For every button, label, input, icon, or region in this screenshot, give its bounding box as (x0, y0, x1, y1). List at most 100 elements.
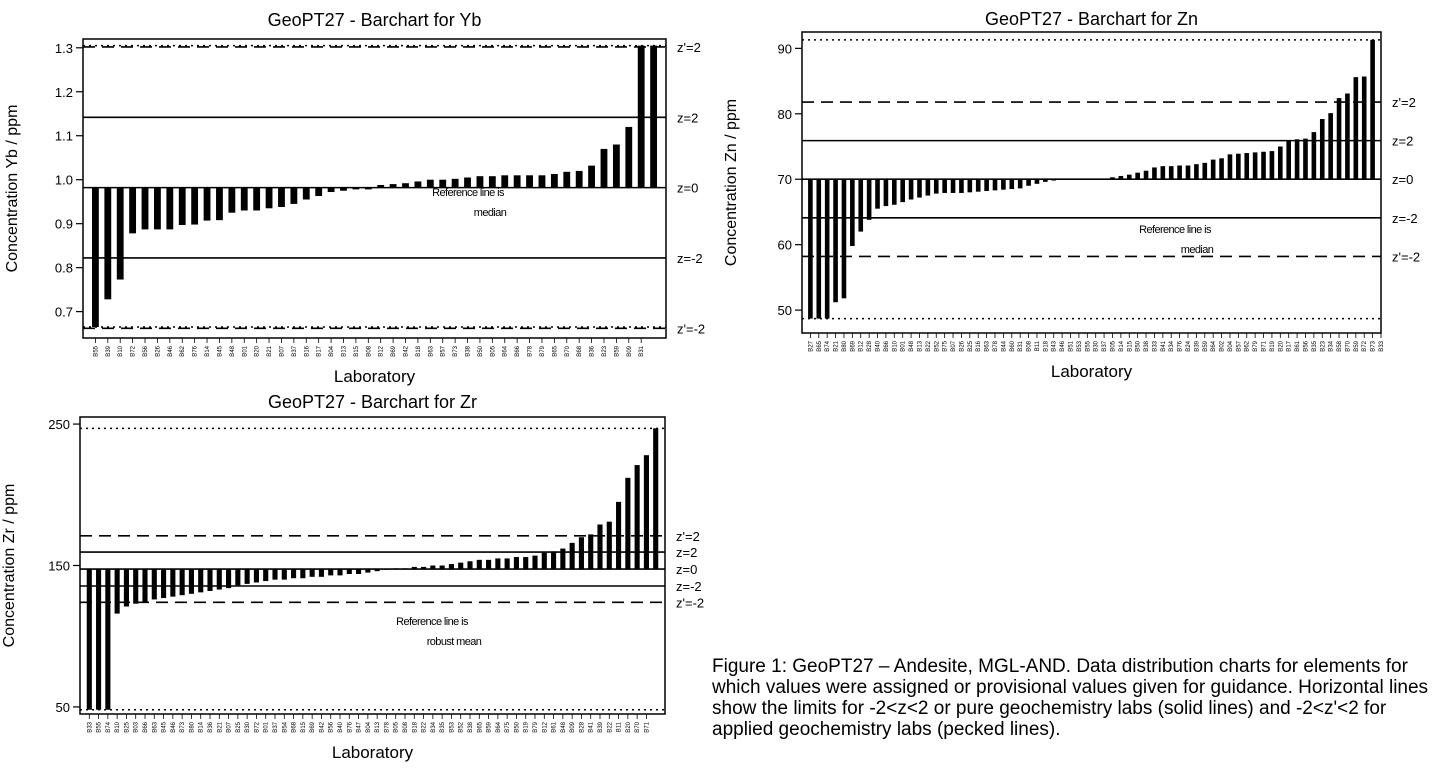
bar (538, 175, 546, 188)
x-tick-label: B79 (533, 721, 539, 732)
chart-title: GeoPT27 - Barchart for Yb (268, 10, 482, 30)
bar (523, 557, 529, 570)
x-tick-label: B73 (180, 721, 186, 732)
bar (578, 537, 584, 570)
limit-label: z'=-2 (677, 321, 705, 336)
bar (560, 548, 566, 570)
bar (1202, 162, 1208, 180)
bar (600, 148, 608, 188)
x-tick-label: B58 (1337, 340, 1343, 351)
x-tick-label: B66 (143, 721, 149, 732)
bar (309, 569, 315, 577)
limit-label: z'=-2 (1392, 249, 1420, 264)
x-tick-label: B79 (540, 345, 546, 356)
bar (967, 179, 973, 193)
bar (300, 569, 306, 579)
bar (315, 187, 323, 196)
x-tick-label: B20 (1278, 340, 1284, 351)
x-tick-label: B39 (598, 721, 604, 732)
x-tick-label: B34 (1169, 340, 1175, 351)
bar (216, 187, 223, 221)
bar (364, 187, 372, 190)
limit-label: z=2 (676, 545, 697, 560)
bar (141, 187, 149, 230)
bar (129, 187, 137, 234)
bar (1227, 154, 1233, 180)
bar (917, 179, 922, 198)
bar (1328, 113, 1333, 180)
x-tick-label: B20 (626, 721, 632, 732)
bar (448, 564, 454, 570)
x-tick-label: B19 (1270, 340, 1276, 351)
x-tick-label: B07 (279, 345, 285, 356)
x-tick-label: B73 (1371, 340, 1377, 351)
x-tick-label: B72 (1362, 340, 1368, 351)
x-tick-label: B12 (859, 340, 865, 351)
x-tick-label: B79 (1253, 340, 1259, 351)
bar (950, 179, 956, 193)
x-tick-label: B70 (1345, 340, 1351, 351)
x-tick-label: B36 (208, 721, 214, 732)
x-tick-label: B07 (951, 340, 957, 351)
bar (643, 455, 649, 570)
x-tick-label: B04 (1228, 340, 1234, 351)
x-tick-label: B69 (310, 721, 316, 732)
x-tick-label: B78 (993, 340, 999, 351)
bar (824, 179, 830, 319)
y-tick-label: 80 (778, 107, 792, 122)
bar (513, 175, 521, 188)
limit-label: z=-2 (1392, 211, 1418, 226)
bar (606, 521, 612, 570)
bar (476, 176, 484, 188)
x-tick-label: B59 (1354, 340, 1360, 351)
x-tick-label: B22 (422, 721, 428, 732)
x-tick-label: B42 (404, 345, 410, 356)
bar (808, 179, 813, 319)
x-tick-label: B78 (528, 345, 534, 356)
reference-note: robust mean (427, 636, 482, 648)
bar (495, 558, 501, 570)
x-tick-label: B16 (304, 345, 310, 356)
bar (1269, 151, 1275, 180)
x-tick-label: B03 (134, 721, 140, 732)
bar (476, 559, 482, 570)
x-tick-label: B64 (503, 345, 509, 356)
bar (597, 524, 603, 570)
x-tick-label: B33 (1379, 340, 1385, 351)
x-tick-label: B38 (1144, 340, 1150, 351)
bar (563, 171, 571, 188)
x-tick-label: B12 (379, 345, 385, 356)
x-tick-label: B56 (329, 721, 335, 732)
x-tick-label: B75 (505, 721, 511, 732)
x-tick-label: B30 (1094, 340, 1100, 351)
y-tick-label: 50 (56, 700, 70, 715)
bar (1319, 119, 1325, 180)
bar (526, 175, 533, 188)
bar (1143, 170, 1149, 180)
x-tick-label: B19 (524, 721, 530, 732)
x-tick-label: B01 (901, 340, 907, 351)
bar (541, 552, 547, 570)
x-tick-label: B14 (199, 721, 205, 732)
x-tick-label: B37 (292, 345, 298, 356)
bar (240, 187, 248, 211)
bar (430, 565, 436, 570)
x-tick-label: B21 (834, 340, 840, 351)
bar (1244, 153, 1250, 180)
x-tick-label: B34 (1329, 340, 1335, 351)
x-tick-label: B73 (453, 345, 459, 356)
x-tick-label: B22 (926, 340, 932, 351)
bar (439, 565, 445, 570)
y-tick-label: 150 (48, 559, 70, 574)
limit-label: z'=2 (1392, 95, 1416, 110)
bar (337, 569, 343, 576)
y-tick-label: 0.9 (55, 217, 73, 232)
x-tick-label: B76 (1178, 340, 1184, 351)
bar (1118, 175, 1124, 180)
bar (1009, 179, 1015, 190)
bar (841, 179, 847, 299)
x-tick-label: B45 (162, 721, 168, 732)
x-tick-label: B42 (319, 721, 325, 732)
y-tick-label: 0.7 (55, 305, 73, 320)
y-tick-label: 1.3 (55, 41, 73, 56)
